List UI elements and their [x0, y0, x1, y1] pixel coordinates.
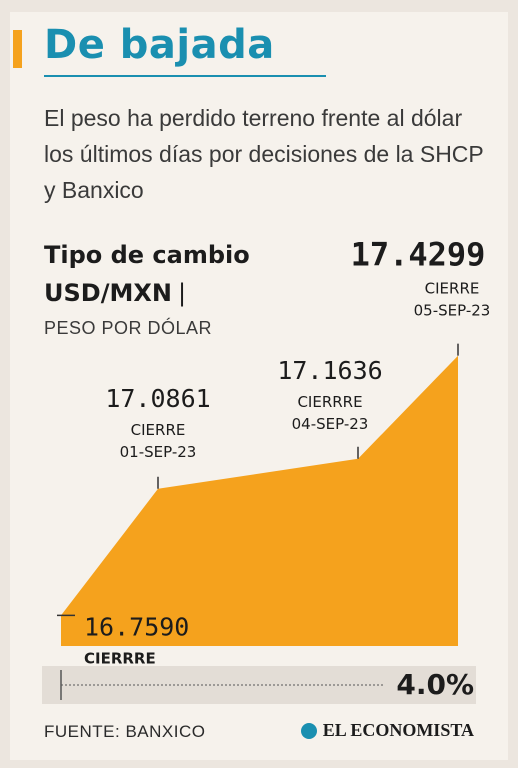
- brand-name: EL ECONOMISTA: [322, 720, 474, 740]
- chart-title-separator: |: [177, 279, 187, 307]
- data-label-value: 17.1636: [277, 356, 382, 385]
- area-series: [61, 355, 458, 646]
- page-title: De bajada: [44, 22, 275, 68]
- accent-bar: [13, 30, 22, 68]
- data-label-value: 17.4299: [351, 236, 486, 274]
- data-label-date: 01-SEP-23: [120, 443, 197, 461]
- data-label-value: 17.0861: [105, 384, 210, 413]
- change-percent: 4.0%: [396, 668, 474, 701]
- data-label-caption: CIERRRE: [84, 649, 156, 667]
- source-note: FUENTE: BANXICO: [44, 722, 206, 741]
- brand-icon: [300, 722, 317, 739]
- data-label-caption: CIERRRE: [297, 393, 362, 411]
- chart-title: Tipo de cambio USD/MXN |: [44, 236, 250, 312]
- chart-title-line1: Tipo de cambio: [44, 241, 250, 269]
- chart-unit: PESO POR DÓLAR: [44, 318, 213, 338]
- title-underline: [44, 75, 326, 77]
- data-label-value: 16.7590: [84, 612, 189, 641]
- data-label-caption: CIERRE: [131, 421, 186, 439]
- data-label-caption: CIERRE: [425, 280, 480, 298]
- brand-logo: EL ECONOMISTA: [300, 720, 474, 741]
- data-label-date: 04-SEP-23: [292, 415, 369, 433]
- subtitle: El peso ha perdido terreno frente al dól…: [44, 105, 484, 203]
- data-label-date: 05-SEP-23: [414, 302, 491, 320]
- chart-title-line2: USD/MXN: [44, 279, 172, 307]
